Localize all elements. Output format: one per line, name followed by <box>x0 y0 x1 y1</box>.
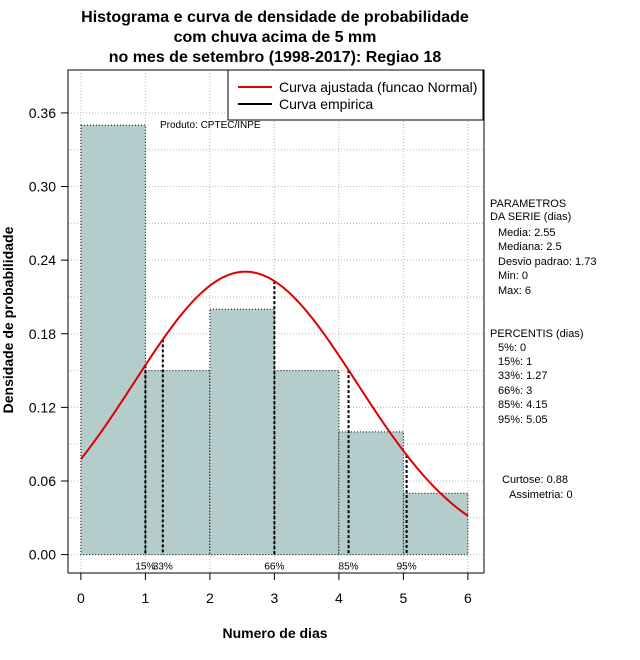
param-media: Media: 2.55 <box>498 227 555 239</box>
x-tick-label-3: 3 <box>270 590 278 606</box>
histogram-bar-2 <box>209 308 275 556</box>
params-title-2: DA SERIE (dias) <box>490 211 571 223</box>
percentile-label-4: 95% <box>397 562 417 573</box>
x-tick-label-5: 5 <box>399 590 407 606</box>
percentile-label-0: 15% <box>135 562 155 573</box>
percentile-label-3: 85% <box>339 562 359 573</box>
histogram-bars <box>80 124 469 556</box>
percentil-5: 5%: 0 <box>498 342 526 354</box>
y-tick-label-6: 0.36 <box>29 105 56 121</box>
percentil-85: 85%: 4.15 <box>498 399 548 411</box>
percentil-15: 15%: 1 <box>498 356 532 368</box>
histogram-bar-4 <box>338 431 404 556</box>
param-mediana: Mediana: 2.5 <box>498 241 562 253</box>
params-title-1: PARAMETROS <box>490 198 566 210</box>
chart-title-line-2: com chuva acima de 5 mm <box>174 29 377 46</box>
legend-label-fit: Curva ajustada (funcao Normal) <box>279 79 477 95</box>
param-desvio: Desvio padrao: 1.73 <box>498 256 596 268</box>
percentile-label-2: 66% <box>264 562 284 573</box>
y-tick-label-2: 0.12 <box>29 399 56 415</box>
legend-label-empirical: Curva empirica <box>279 96 373 112</box>
x-axis: 0 1 2 3 4 5 6 <box>77 572 472 606</box>
y-tick-label-4: 0.24 <box>29 252 56 268</box>
y-tick-label-0: 0.00 <box>29 547 56 563</box>
chart-title-line-1: Histograma e curva de densidade de proba… <box>81 9 469 26</box>
y-tick-label-5: 0.30 <box>29 179 56 195</box>
x-axis-label: Numero de dias <box>222 625 327 641</box>
histogram-bar-1 <box>144 370 211 556</box>
percentile-label-1: 33% <box>153 562 173 573</box>
x-tick-label-1: 1 <box>141 590 149 606</box>
percentil-33: 33%: 1.27 <box>498 370 548 382</box>
y-tick-label-1: 0.06 <box>29 473 56 489</box>
y-axis-label: Densidade de probabilidade <box>0 226 16 413</box>
x-tick-label-4: 4 <box>335 590 343 606</box>
histogram-bar-0 <box>80 124 146 556</box>
percentile-markers: 15%33% 66% 85% 95% <box>135 281 417 573</box>
percentil-95: 95%: 5.05 <box>498 414 548 426</box>
x-tick-label-6: 6 <box>464 590 472 606</box>
histogram-bar-3 <box>273 370 340 556</box>
curtose: Curtose: 0.88 <box>502 474 568 486</box>
y-axis: 0.00 0.06 0.12 0.18 0.24 0.30 0.36 <box>29 105 69 563</box>
legend-box <box>227 69 484 121</box>
param-min: Min: 0 <box>498 270 528 282</box>
chart-title-line-3: no mes de setembro (1998-2017): Regiao 1… <box>109 49 442 66</box>
y-tick-label-3: 0.18 <box>29 326 56 342</box>
percentil-66: 66%: 3 <box>498 385 532 397</box>
side-panel: PARAMETROS DA SERIE (dias) Media: 2.55 M… <box>490 198 596 501</box>
histogram-bar-5 <box>402 492 469 556</box>
assimetria: Assimetria: 0 <box>509 489 573 501</box>
param-max: Max: 6 <box>498 285 531 297</box>
x-tick-label-2: 2 <box>206 590 214 606</box>
credit-text: Produto: CPTEC/INPE <box>160 120 261 131</box>
x-tick-label-0: 0 <box>77 590 85 606</box>
legend: Curva ajustada (funcao Normal) Curva emp… <box>227 69 484 121</box>
normal-fit-curve <box>80 270 469 517</box>
percentis-title: PERCENTIS (dias) <box>490 328 584 340</box>
